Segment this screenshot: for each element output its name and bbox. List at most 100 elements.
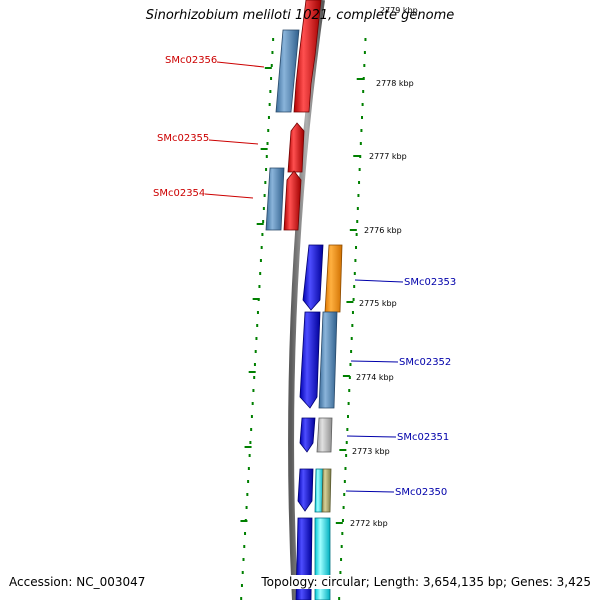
scale-dot — [240, 584, 243, 587]
figure-title: Sinorhizobium meliloti 1021, complete ge… — [145, 8, 455, 23]
scale-dot — [342, 506, 345, 509]
scale-dot — [265, 168, 268, 171]
scale-dot — [252, 389, 255, 392]
scale-dot — [362, 77, 365, 80]
scale-dot — [345, 441, 348, 444]
scale-dot — [341, 532, 344, 535]
scale-tick — [335, 522, 343, 524]
tick-label: 2775 kbp — [359, 299, 397, 308]
scale-dot — [346, 428, 349, 431]
gene-feature-smc02354-ortholog — [265, 167, 285, 231]
scale-dot — [262, 220, 265, 223]
scale-dot — [363, 64, 366, 67]
gene-label-leader — [204, 193, 254, 199]
gene-feature-smc02350-inner — [297, 468, 314, 512]
scale-dot — [253, 376, 256, 379]
scale-dot — [339, 571, 342, 574]
gene-feature-smc02352 — [318, 311, 338, 409]
scale-dot — [355, 246, 358, 249]
scale-dot — [359, 142, 362, 145]
scale-dot — [250, 428, 253, 431]
forward-strand-features — [295, 244, 343, 600]
scale-dot — [250, 415, 253, 418]
tick-label: 2777 kbp — [369, 152, 407, 161]
scale-dot — [240, 597, 243, 600]
scale-tick — [260, 148, 268, 150]
scale-tick — [342, 375, 350, 377]
scale-ticks — [240, 67, 364, 524]
scale-dot — [248, 454, 251, 457]
scale-dot — [265, 155, 268, 158]
scale-dot — [353, 285, 356, 288]
scale-dot — [258, 285, 261, 288]
gene-label: SMc02356 — [165, 55, 217, 66]
scale-dot — [270, 64, 273, 67]
scale-tick — [346, 301, 354, 303]
genome-summary-label: Topology: circular; Length: 3,654,135 bp… — [261, 575, 591, 589]
scale-dot — [256, 324, 259, 327]
gene-feature-smc02350 — [321, 468, 332, 513]
scale-dot — [349, 363, 352, 366]
tick-label: 2778 kbp — [376, 79, 414, 88]
scale-dot — [351, 311, 354, 314]
scale-dot — [271, 51, 274, 54]
scale-dot — [251, 402, 254, 405]
gene-feature-smc02355 — [287, 122, 305, 173]
scale-dot — [245, 506, 248, 509]
scale-dot — [246, 493, 249, 496]
scale-dot — [260, 246, 263, 249]
scale-dot — [267, 116, 270, 119]
scale-tick — [256, 223, 264, 225]
gene-labels: SMc02356 SMc02355 SMc02354 SMc02353 SMc02352… — [153, 55, 456, 498]
gene-label: SMc02353 — [404, 277, 456, 288]
scale-tick — [244, 446, 252, 448]
gene-label-leader — [208, 139, 259, 145]
tick-label: 2776 kbp — [364, 226, 402, 235]
tick-label: 2773 kbp — [352, 447, 390, 456]
scale-tick — [356, 78, 364, 80]
scale-dot — [272, 38, 275, 41]
scale-dot — [263, 194, 266, 197]
scale-dot — [348, 389, 351, 392]
gene-label: SMc02350 — [395, 487, 447, 498]
scale-dot — [344, 467, 347, 470]
scale-dot — [357, 194, 360, 197]
gene-feature-smc02351-inner — [299, 417, 316, 453]
scale-dot — [345, 454, 348, 457]
gene-label: SMc02352 — [399, 357, 451, 368]
tick-label: 2779 kbp — [380, 6, 418, 15]
scale-dot — [355, 233, 358, 236]
gene-label-leader — [354, 279, 404, 283]
gene-feature-smc02356 — [293, 0, 322, 113]
scale-dot — [259, 259, 262, 262]
scale-dot — [350, 337, 353, 340]
scale-dot — [354, 259, 357, 262]
scale-dot — [362, 90, 365, 93]
scale-dot — [358, 181, 361, 184]
scale-dot — [261, 233, 264, 236]
scale-dot — [255, 337, 258, 340]
scale-dot — [242, 558, 245, 561]
scale-dot — [247, 467, 250, 470]
scale-dot — [241, 571, 244, 574]
scale-dot — [253, 363, 256, 366]
scale-dot — [249, 441, 252, 444]
gene-feature-smc02354 — [283, 170, 302, 231]
scale-dot — [352, 298, 355, 301]
tick-label: 2774 kbp — [356, 373, 394, 382]
scale-dot — [266, 142, 269, 145]
gene-label-leader — [216, 61, 265, 68]
scale-dot — [254, 350, 257, 353]
scale-tick — [349, 229, 357, 231]
scale-dot — [356, 207, 359, 210]
scale-dot — [264, 181, 267, 184]
scale-dot — [259, 272, 262, 275]
scale-dot — [353, 272, 356, 275]
scale-dots — [240, 38, 367, 600]
scale-dot — [343, 493, 346, 496]
scale-tick — [240, 520, 248, 522]
scale-dot — [269, 90, 272, 93]
scale-dot — [341, 519, 344, 522]
